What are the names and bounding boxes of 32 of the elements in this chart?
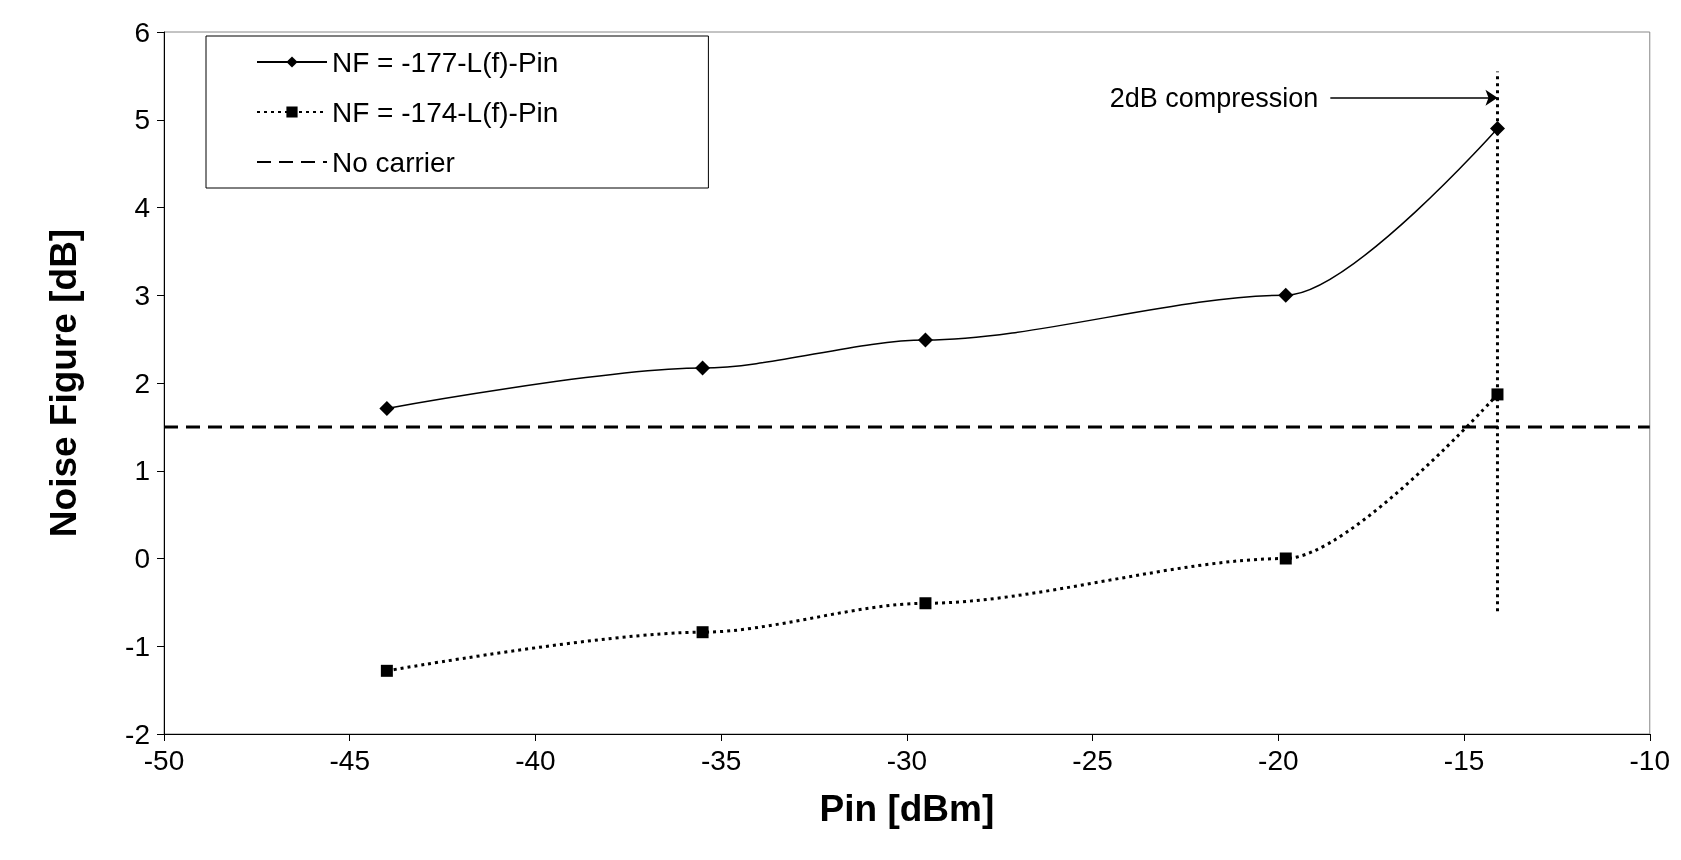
point — [696, 626, 709, 639]
point — [695, 360, 711, 376]
legend-label: No carrier — [332, 146, 455, 178]
y-tick-label: 6 — [134, 16, 150, 48]
point — [1491, 388, 1504, 401]
point — [919, 597, 932, 610]
legend-label: NF = -177-L(f)-Pin — [332, 46, 559, 78]
point — [380, 664, 393, 677]
x-axis-title: Pin [dBm] — [819, 788, 995, 829]
x-tick-label: -30 — [886, 744, 928, 776]
x-tick-label: -10 — [1629, 744, 1670, 776]
point — [1278, 287, 1294, 303]
y-tick-label: 1 — [134, 455, 150, 487]
y-tick-label: 4 — [134, 192, 150, 223]
x-tick-label: -25 — [1072, 744, 1113, 776]
point — [379, 400, 395, 416]
point — [1489, 121, 1505, 137]
y-tick-label: 3 — [134, 279, 150, 311]
y-tick-label: 0 — [134, 543, 150, 574]
y-tick-label: 2 — [134, 367, 150, 399]
y-tick-label: 5 — [134, 104, 150, 136]
x-tick-label: -15 — [1443, 744, 1485, 776]
point — [917, 332, 933, 348]
x-tick-label: -20 — [1258, 744, 1299, 776]
y-tick-label: -1 — [125, 630, 150, 662]
point — [1279, 552, 1292, 565]
x-tick-label: -45 — [329, 744, 370, 776]
x-tick-label: -35 — [700, 744, 742, 776]
annotation: 2dB compression — [1109, 82, 1319, 113]
legend-label: NF = -174-L(f)-Pin — [332, 96, 559, 128]
y-axis-title: Noise Figure [dB] — [43, 228, 84, 538]
x-tick-label: -40 — [515, 744, 556, 776]
